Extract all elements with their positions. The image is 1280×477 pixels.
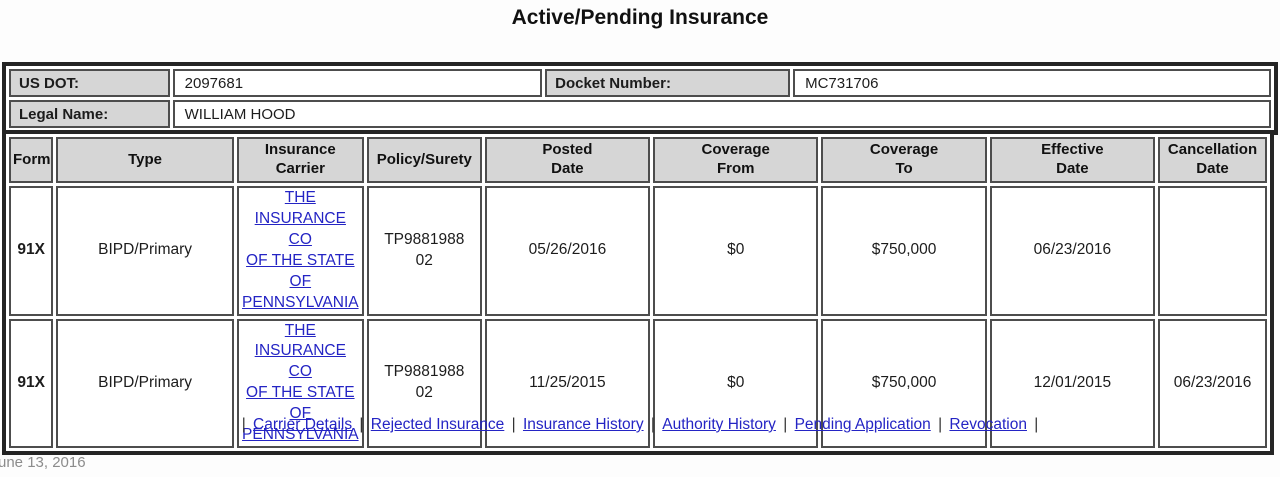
cell-posted-date: 05/26/2016	[484, 186, 651, 316]
header-coverage-to: Coverage To	[821, 137, 987, 183]
cell-policy-surety: TP9881988 02	[366, 318, 482, 449]
cell-cancellation-date	[1158, 186, 1267, 316]
legal-name-value: WILLIAM HOOD	[172, 100, 1271, 128]
header-form: Form	[9, 137, 54, 183]
docket-number-label: Docket Number:	[545, 69, 791, 97]
separator: |	[938, 416, 943, 433]
header-insurance-carrier: Insurance Carrier	[236, 137, 364, 183]
link-authority-history[interactable]: Authority History	[662, 416, 776, 433]
cell-coverage-to: $750,000	[821, 318, 987, 449]
link-carrier-details[interactable]: Carrier Details	[253, 416, 353, 433]
cell-cancellation-date: 06/23/2016	[1158, 318, 1267, 449]
separator: |	[650, 416, 655, 433]
usdot-value: 2097681	[172, 69, 543, 97]
cell-policy-surety: TP9881988 02	[366, 186, 482, 316]
cell-type: BIPD/Primary	[56, 318, 234, 449]
header-coverage-from: Coverage From	[653, 137, 819, 183]
separator: |	[511, 416, 516, 433]
cell-type: BIPD/Primary	[56, 186, 234, 316]
link-rejected-insurance[interactable]: Rejected Insurance	[370, 416, 505, 433]
cell-coverage-from: $0	[653, 186, 819, 316]
carrier-info-table: US DOT: 2097681 Docket Number: MC731706 …	[2, 62, 1278, 135]
header-policy-surety: Policy/Surety	[366, 137, 482, 183]
cell-effective-date: 06/23/2016	[989, 186, 1156, 316]
cell-insurance-carrier: THE INSURANCE CO OF THE STATE OF PENNSYL…	[236, 186, 364, 316]
insurance-carrier-link[interactable]: THE INSURANCE CO OF THE STATE OF PENNSYL…	[242, 321, 359, 444]
active-pending-insurance-table: Form Type Insurance Carrier Policy/Suret…	[2, 130, 1274, 456]
separator: |	[359, 416, 364, 433]
page-title: Active/Pending Insurance	[511, 6, 769, 29]
cell-form: 91X	[9, 186, 54, 316]
docket-number-value: MC731706	[793, 69, 1271, 97]
header-type: Type	[56, 137, 234, 183]
separator: |	[783, 416, 788, 433]
cell-insurance-carrier: THE INSURANCE CO OF THE STATE OF PENNSYL…	[236, 318, 364, 449]
cell-coverage-to: $750,000	[821, 186, 987, 316]
cell-form: 91X	[9, 318, 54, 449]
info-row-legal-name: Legal Name: WILLIAM HOOD	[9, 100, 1271, 128]
cell-coverage-from: $0	[653, 318, 819, 449]
link-revocation[interactable]: Revocation	[949, 416, 1027, 433]
table-row: 91X BIPD/Primary THE INSURANCE CO OF THE…	[9, 318, 1267, 449]
header-cancellation-date: Cancellation Date	[1158, 137, 1267, 183]
insurance-carrier-link[interactable]: THE INSURANCE CO OF THE STATE OF PENNSYL…	[242, 189, 359, 311]
cell-effective-date: 12/01/2015	[989, 318, 1156, 449]
footer-nav-links: | Carrier Details | Rejected Insurance |…	[0, 416, 1280, 434]
separator: |	[241, 416, 246, 433]
info-row-usdot-docket: US DOT: 2097681 Docket Number: MC731706	[9, 69, 1271, 97]
link-insurance-history[interactable]: Insurance History	[522, 416, 644, 433]
cell-posted-date: 11/25/2015	[484, 318, 651, 449]
generated-date-text: une 13, 2016	[0, 454, 86, 471]
legal-name-label: Legal Name:	[9, 100, 170, 128]
usdot-label: US DOT:	[9, 69, 170, 97]
separator: |	[1034, 416, 1039, 433]
link-pending-application[interactable]: Pending Application	[794, 416, 931, 433]
table-row: 91X BIPD/Primary THE INSURANCE CO OF THE…	[9, 186, 1267, 316]
header-posted-date: Posted Date	[484, 137, 651, 183]
header-effective-date: Effective Date	[989, 137, 1156, 183]
table-header-row: Form Type Insurance Carrier Policy/Suret…	[9, 137, 1267, 183]
